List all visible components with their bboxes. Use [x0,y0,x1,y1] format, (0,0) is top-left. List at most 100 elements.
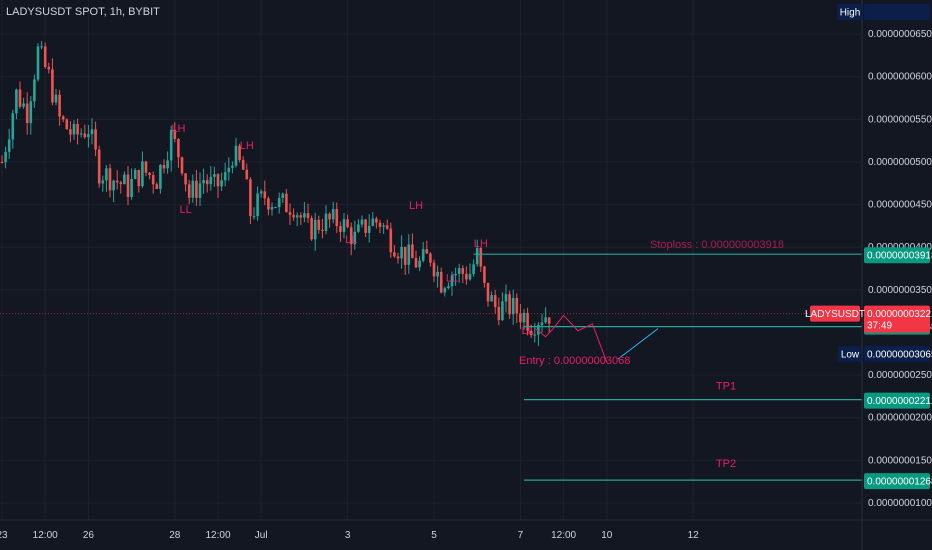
candle-body [367,225,371,233]
candle-body [231,165,234,168]
candle-body [47,66,51,70]
candle-body [151,175,155,185]
x-tick-label: 26 [83,530,95,541]
candle-body [360,219,364,225]
candle-body [241,159,245,170]
candle-body [54,94,58,103]
y-tick-label: 0.00000002500 [868,370,932,381]
candle-body [187,184,191,198]
candle-body [425,249,429,254]
candle-body [249,179,252,217]
candle-body [529,330,533,336]
candle-body [519,313,522,323]
candle-body [83,133,87,138]
candle-body [205,180,209,185]
y-tick-label: 0.00000002000 [868,413,932,424]
badge-tp1-bg [864,392,930,409]
candle-body [267,198,270,210]
candle-body [328,213,331,220]
candle-body [364,219,367,233]
candle-body [439,271,443,293]
x-tick-label: 12:00 [205,530,230,541]
candle-body [4,151,7,163]
candle-body [216,174,220,187]
candle-body [33,79,36,102]
badge-tp2: 0.00000001268 [867,477,932,488]
candle-body [29,101,33,124]
candle-body [245,169,249,180]
x-tick-label: 12:00 [551,530,576,541]
candle-body [475,248,479,265]
candle-body [353,231,357,245]
candle-body [94,129,97,150]
candle-body [79,133,83,135]
candle-body [504,294,508,302]
candle-body [209,176,213,185]
candle-body [195,180,198,198]
candle-body [223,172,227,181]
symbol-tag: LADYSUSDT [805,309,865,320]
candle-body [342,219,346,232]
candle-body [108,168,112,191]
candle-body [213,174,216,177]
candle-body [277,198,281,208]
grid [0,0,862,520]
candle-body [101,180,105,184]
candle-body [119,182,123,185]
x-tick-label: 28 [169,530,181,541]
candle-body [65,119,69,130]
candle-body [544,317,547,323]
candle-body [493,295,497,307]
candle-body [335,209,339,227]
candle-body [180,157,184,174]
candle-body [306,213,310,218]
high-tag-bg [837,4,863,20]
candle-body [465,273,468,280]
candle-body [378,222,382,227]
symbol-tag-bg [810,305,860,322]
candle-body [540,322,544,326]
entry-label: Entry : 0.00000003068 [519,355,630,367]
candle-body [468,273,472,280]
y-tick-label: 0.00000005000 [868,157,932,168]
candle-body [486,282,490,302]
candle-body [400,246,403,259]
structure-annotations: LH LL LH LL LH LL LH LL [171,123,533,337]
current-price-value: 0.00000003221 [867,309,932,320]
candle-body [137,169,141,187]
x-tick-label: 12 [688,530,700,541]
candle-body [432,262,436,277]
candle-body [382,225,385,227]
candle-body [274,207,277,209]
candle-body [159,164,162,189]
y-tick-label: 0.00000001000 [868,498,932,509]
candle-body [421,249,425,261]
candle-body [490,295,493,302]
x-tick-label: 10 [601,530,613,541]
candle-body [317,219,321,230]
candle-body [126,174,130,197]
candle-body [130,178,133,197]
candle-body [0,161,4,163]
annotation-ll: LL [446,272,458,284]
candle-body [148,172,151,176]
level-label-stoploss: Stoploss : 0.000000003918 [650,239,784,251]
x-tick-label: 7 [518,530,524,541]
candle-body [454,273,457,276]
candle-body [533,334,537,336]
candle-body [295,215,299,218]
candle-body [331,209,335,220]
candle-body [321,229,324,231]
candle-body [324,213,328,231]
candle-body [522,312,526,323]
candle-body [97,149,101,184]
candle-body [252,216,256,218]
candle-body [141,161,144,187]
badge-stoploss: 0.00000003918 [867,251,932,262]
candle-body [7,139,11,152]
candle-body [169,129,173,161]
y-tick-label: 0.00000006000 [868,72,932,83]
level-label-tp2: TP2 [716,458,736,470]
